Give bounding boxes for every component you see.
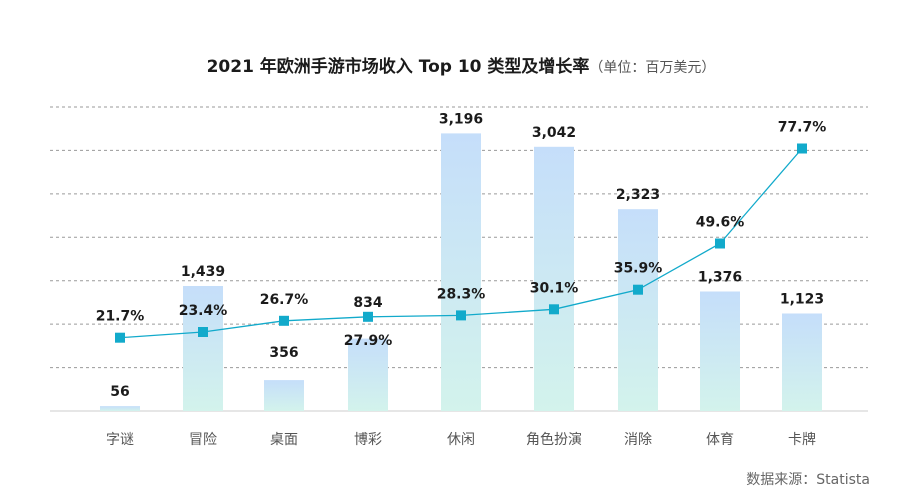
growth-marker-休闲 <box>456 310 466 321</box>
growth-value-label-体育: 49.6% <box>696 215 745 231</box>
bar-体育 <box>700 291 740 411</box>
growth-marker-字谜 <box>115 332 125 343</box>
chart-title: 2021 年欧洲手游市场收入 Top 10 类型及增长率 <box>206 57 590 77</box>
bar-value-label-休闲: 3,196 <box>439 111 483 127</box>
source-note: 数据来源：Statista <box>746 472 870 488</box>
x-axis-ticks: 字谜 冒险 桌面 博彩 休闲 角色扮演 消除 体育 卡牌 <box>106 431 816 448</box>
bar-消除 <box>618 209 658 411</box>
growth-line-group <box>115 143 807 343</box>
x-tick-label-卡牌: 卡牌 <box>788 431 816 448</box>
x-tick-label-冒险: 冒险 <box>189 432 217 448</box>
bar-value-label-消除: 2,323 <box>616 187 660 203</box>
growth-value-label-角色扮演: 30.1% <box>530 280 579 296</box>
x-tick-label-角色扮演: 角色扮演 <box>526 431 582 448</box>
growth-marker-卡牌 <box>797 143 807 154</box>
growth-value-label-卡牌: 77.7% <box>778 120 827 136</box>
bar-value-label-卡牌: 1,123 <box>780 292 824 308</box>
growth-marker-冒险 <box>198 327 208 337</box>
chart-title-unit: （单位：百万美元） <box>589 60 716 76</box>
bar-角色扮演 <box>534 146 574 412</box>
bar-桌面 <box>264 380 304 411</box>
bar-value-label-字谜: 56 <box>110 384 129 400</box>
bar-冒险 <box>183 286 223 411</box>
bar-value-label-角色扮演: 3,042 <box>532 125 576 141</box>
growth-value-label-消除: 35.9% <box>614 261 663 277</box>
bar-卡牌 <box>782 313 822 411</box>
growth-value-label-休闲: 28.3% <box>437 286 486 302</box>
x-tick-label-字谜: 字谜 <box>106 432 134 448</box>
x-tick-label-博彩: 博彩 <box>354 431 382 448</box>
data-labels: 56 1,439 356 834 3,196 3,042 2,323 1,376 1,123 21… <box>96 111 827 400</box>
bar-value-label-桌面: 356 <box>269 345 298 361</box>
x-tick-label-桌面: 桌面 <box>270 432 298 448</box>
bar-博彩 <box>348 338 388 411</box>
growth-value-label-桌面: 26.7% <box>260 292 309 308</box>
growth-marker-桌面 <box>279 315 289 326</box>
growth-marker-角色扮演 <box>549 304 559 315</box>
chart-title-container: 2021 年欧洲手游市场收入 Top 10 类型及增长率（单位：百万美元） <box>0 52 922 77</box>
growth-value-label-博彩: 27.9% <box>344 333 393 349</box>
bar-value-label-博彩: 834 <box>353 295 382 311</box>
bar-休闲 <box>441 133 481 411</box>
growth-value-label-字谜: 21.7% <box>96 309 145 325</box>
bar-value-label-冒险: 1,439 <box>181 264 225 280</box>
bar-value-label-体育: 1,376 <box>698 270 742 286</box>
x-tick-label-休闲: 休闲 <box>447 432 475 448</box>
growth-marker-体育 <box>715 238 725 249</box>
x-tick-label-消除: 消除 <box>624 432 652 448</box>
growth-marker-博彩 <box>363 311 373 322</box>
growth-marker-消除 <box>633 284 643 295</box>
bar-字谜 <box>100 406 140 411</box>
bars <box>100 133 822 412</box>
growth-value-label-冒险: 23.4% <box>179 303 228 319</box>
x-tick-label-体育: 体育 <box>706 432 734 448</box>
